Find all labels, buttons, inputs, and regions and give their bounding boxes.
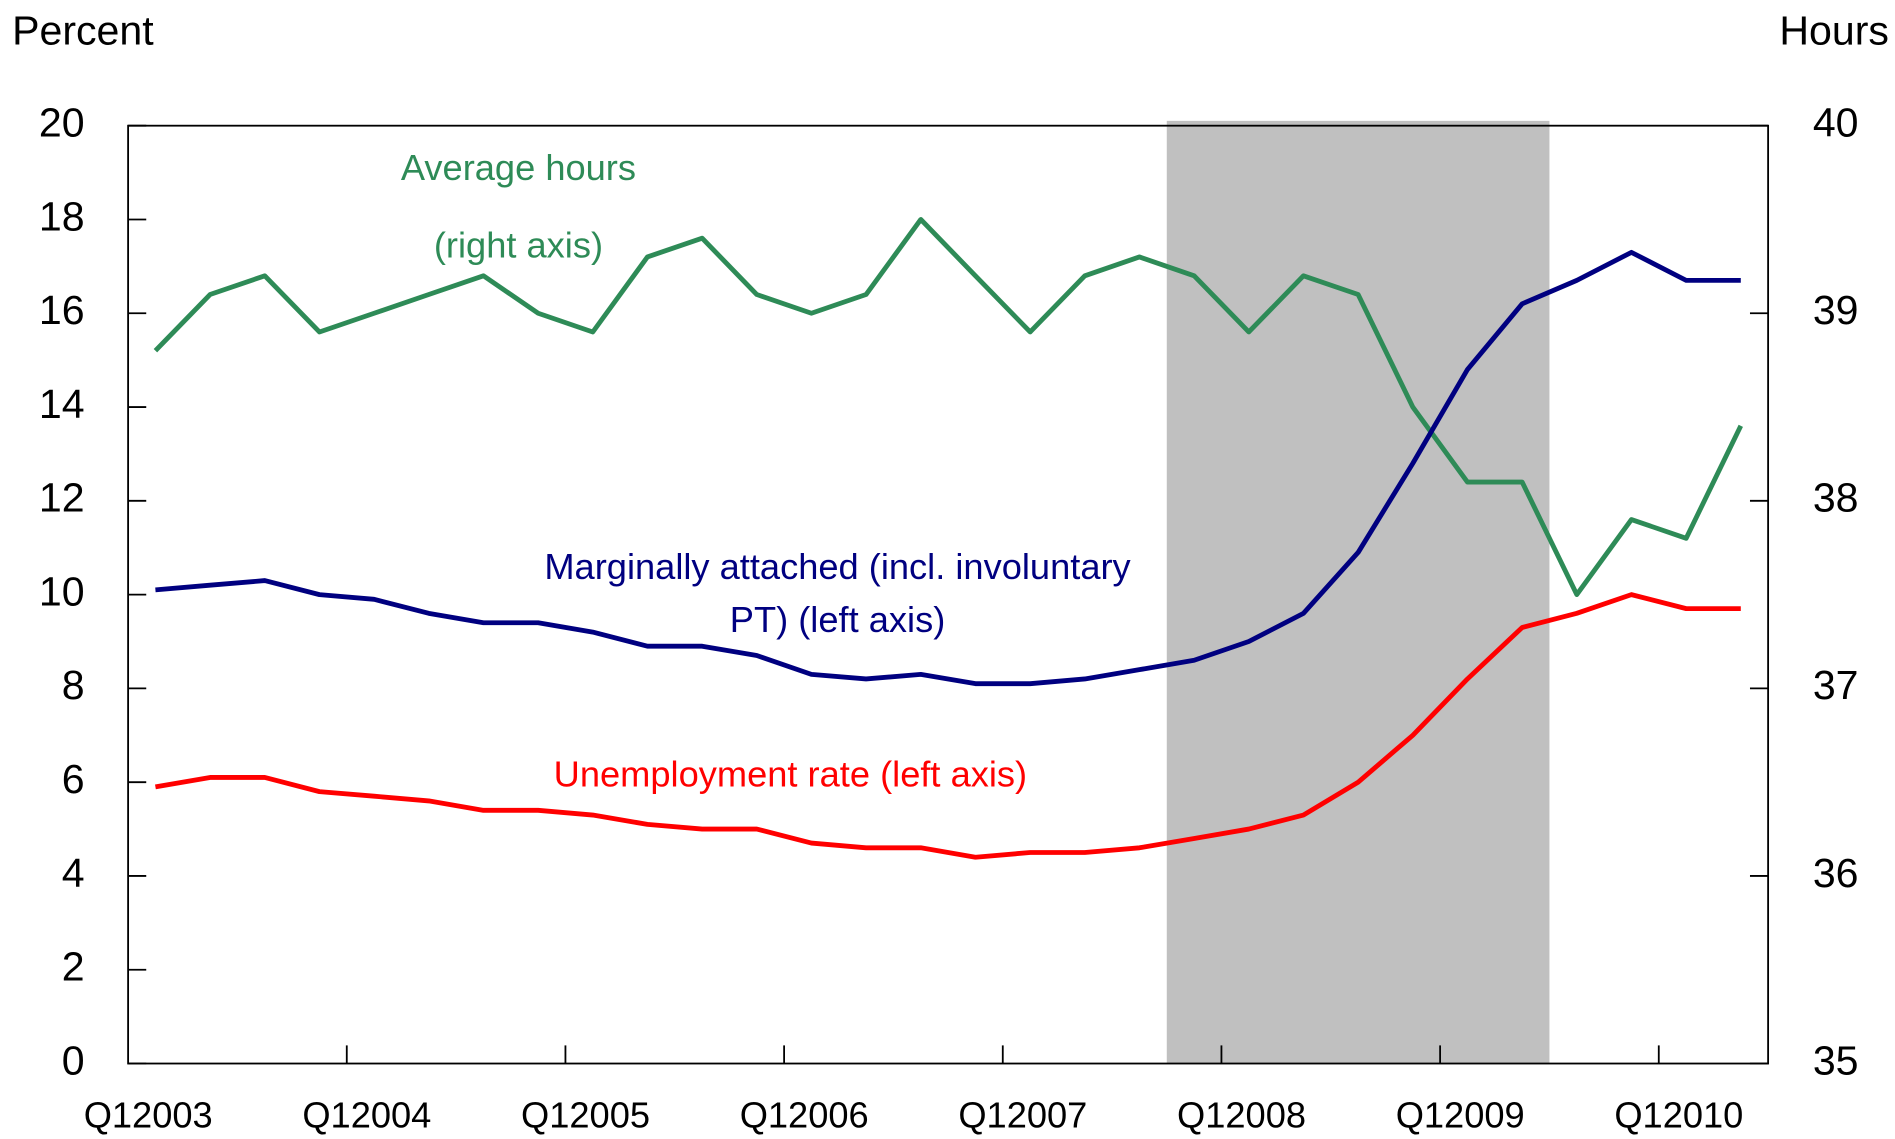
recession-shade (1166, 120, 1550, 1064)
y-tick-label: 2 (62, 944, 85, 990)
y-axis-title: Percent (12, 8, 154, 54)
series-label: Average hours (401, 147, 636, 188)
x-tick-label: Q12007 (958, 1094, 1087, 1135)
y2-tick-label: 37 (1813, 662, 1859, 708)
y2-tick-label: 36 (1813, 850, 1859, 896)
x-tick-label: Q12010 (1614, 1094, 1743, 1135)
series-label: Unemployment rate (left axis) (554, 754, 1027, 795)
y-tick-label: 16 (39, 287, 85, 333)
y2-axis-title: Hours (1779, 8, 1889, 54)
y-tick-label: 20 (39, 100, 85, 146)
y-tick-label: 6 (62, 756, 85, 802)
x-tick-label: Q12006 (740, 1094, 869, 1135)
y2-tick-label: 38 (1813, 475, 1859, 521)
series-label: Marginally attached (incl. involuntary (544, 546, 1131, 587)
series-label: PT) (left axis) (730, 599, 946, 640)
series-line (153, 217, 1743, 598)
y-tick-label: 4 (62, 850, 85, 896)
x-tick-label: Q12004 (302, 1094, 431, 1135)
x-tick-label: Q12008 (1177, 1094, 1306, 1135)
y-tick-label: 0 (62, 1037, 85, 1083)
plot-group: Percent Hours 0 2 4 6 8 10 12 14 16 18 20 35 36 37 38 3… (12, 8, 1889, 1136)
series-line (155, 592, 1741, 860)
y-tick-label: 10 (39, 568, 85, 614)
y-tick-label: 8 (62, 662, 85, 708)
y2-tick-label: 39 (1813, 287, 1859, 333)
y-tick-label: 14 (39, 381, 85, 427)
x-tick-label: Q12009 (1396, 1094, 1525, 1135)
plot-frame (127, 124, 1770, 1065)
series-label: (right axis) (434, 224, 603, 265)
series-line (155, 249, 1741, 687)
y-tick-label: 18 (39, 193, 85, 239)
y-tick-label: 12 (39, 475, 85, 521)
y2-tick-label: 40 (1813, 100, 1859, 146)
x-tick-label: Q12003 (84, 1094, 213, 1135)
y2-tick-label: 35 (1813, 1037, 1859, 1083)
x-tick-label: Q12005 (521, 1094, 650, 1135)
